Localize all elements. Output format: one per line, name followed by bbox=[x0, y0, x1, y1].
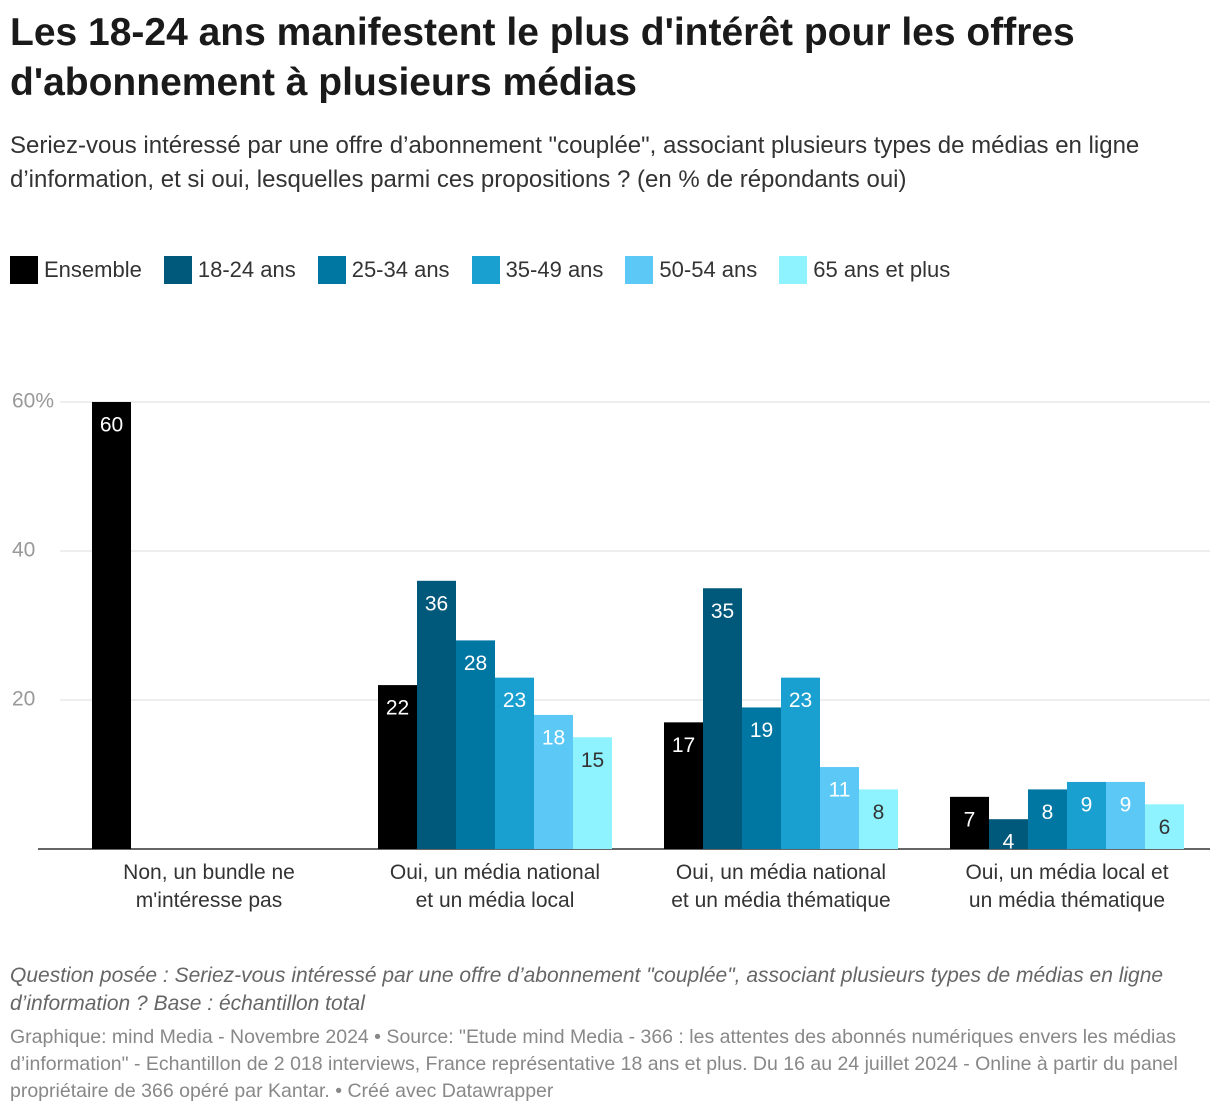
value-label: 15 bbox=[581, 749, 604, 772]
legend-item: 35-49 ans bbox=[471, 256, 604, 284]
value-label: 9 bbox=[1081, 793, 1093, 816]
legend-item: Ensemble bbox=[10, 256, 142, 284]
value-label: 60 bbox=[100, 414, 123, 437]
bar bbox=[417, 580, 456, 849]
y-tick-label: 60% bbox=[12, 390, 54, 413]
bar bbox=[1067, 781, 1106, 849]
value-label: 6 bbox=[1159, 816, 1171, 839]
x-tick-label: Oui, un média local et un média thématiq… bbox=[965, 861, 1169, 912]
value-label: 7 bbox=[964, 808, 976, 831]
value-label: 19 bbox=[750, 719, 773, 742]
bar bbox=[781, 677, 820, 849]
value-label: 17 bbox=[672, 734, 695, 757]
chart: 20 40 60% 60 22 36 28 23 18 15 17 35 19 23 11 8 7 4 8 9 9 6 bbox=[12, 389, 1210, 854]
bar bbox=[950, 796, 989, 849]
y-tick-label: 40 bbox=[12, 539, 35, 562]
legend-item: 65 ans et plus bbox=[779, 256, 950, 284]
value-label: 18 bbox=[542, 726, 565, 749]
legend-label: Ensemble bbox=[44, 257, 142, 282]
legend-label: 18-24 ans bbox=[197, 257, 296, 282]
bar bbox=[742, 707, 781, 849]
legend-label: 65 ans et plus bbox=[813, 257, 951, 282]
value-label: 8 bbox=[873, 801, 885, 824]
bar bbox=[92, 402, 131, 849]
bar bbox=[1028, 789, 1067, 849]
value-label: 4 bbox=[1003, 831, 1015, 854]
bar bbox=[495, 677, 534, 849]
value-label: 23 bbox=[789, 689, 812, 712]
value-label: 8 bbox=[1042, 801, 1054, 824]
bar bbox=[859, 789, 898, 849]
legend-swatch bbox=[471, 256, 500, 284]
value-label: 22 bbox=[386, 697, 409, 720]
value-label: 11 bbox=[829, 779, 851, 802]
chart-subtitle: Seriez-vous intéressé par une offre d’ab… bbox=[10, 132, 1140, 193]
bar bbox=[1145, 804, 1184, 849]
bar bbox=[378, 685, 417, 849]
source: Graphique: mind Media - Novembre 2024 • … bbox=[10, 1026, 1178, 1102]
bar bbox=[456, 640, 495, 849]
bar bbox=[664, 722, 703, 849]
legend-label: 50-54 ans bbox=[659, 257, 758, 282]
legend-swatch bbox=[625, 256, 654, 284]
legend-label: 25-34 ans bbox=[351, 257, 450, 282]
chart-title: Les 18-24 ans manifestent le plus d'inté… bbox=[10, 11, 1075, 104]
legend-label: 35-49 ans bbox=[505, 257, 604, 282]
legend: Ensemble 18-24 ans 25-34 ans 35-49 ans 50-54… bbox=[10, 256, 950, 284]
value-label: 23 bbox=[503, 689, 526, 712]
bar bbox=[820, 767, 859, 849]
legend-item: 50-54 ans bbox=[625, 256, 757, 284]
legend-swatch bbox=[163, 256, 192, 284]
value-label: 36 bbox=[425, 592, 448, 615]
bar bbox=[573, 737, 612, 849]
legend-swatch bbox=[10, 256, 38, 284]
legend-item: 18-24 ans bbox=[163, 256, 296, 284]
x-tick-label: Non, un bundle ne m'intéresse pas bbox=[123, 861, 295, 912]
bar bbox=[534, 714, 573, 849]
legend-item: 25-34 ans bbox=[317, 256, 450, 284]
legend-swatch bbox=[317, 256, 346, 284]
x-tick-label: Oui, un média national et un média local bbox=[389, 861, 601, 912]
note: Question posée : Seriez-vous intéressé p… bbox=[10, 964, 1164, 1015]
value-label: 9 bbox=[1120, 793, 1132, 816]
x-tick-label: Oui, un média national et un média théma… bbox=[671, 861, 891, 912]
bar bbox=[989, 819, 1028, 849]
value-label: 28 bbox=[464, 652, 487, 675]
legend-swatch bbox=[779, 256, 808, 284]
bar bbox=[703, 588, 742, 849]
y-tick-label: 20 bbox=[12, 688, 35, 711]
value-label: 35 bbox=[711, 600, 734, 623]
bar bbox=[1106, 781, 1145, 849]
